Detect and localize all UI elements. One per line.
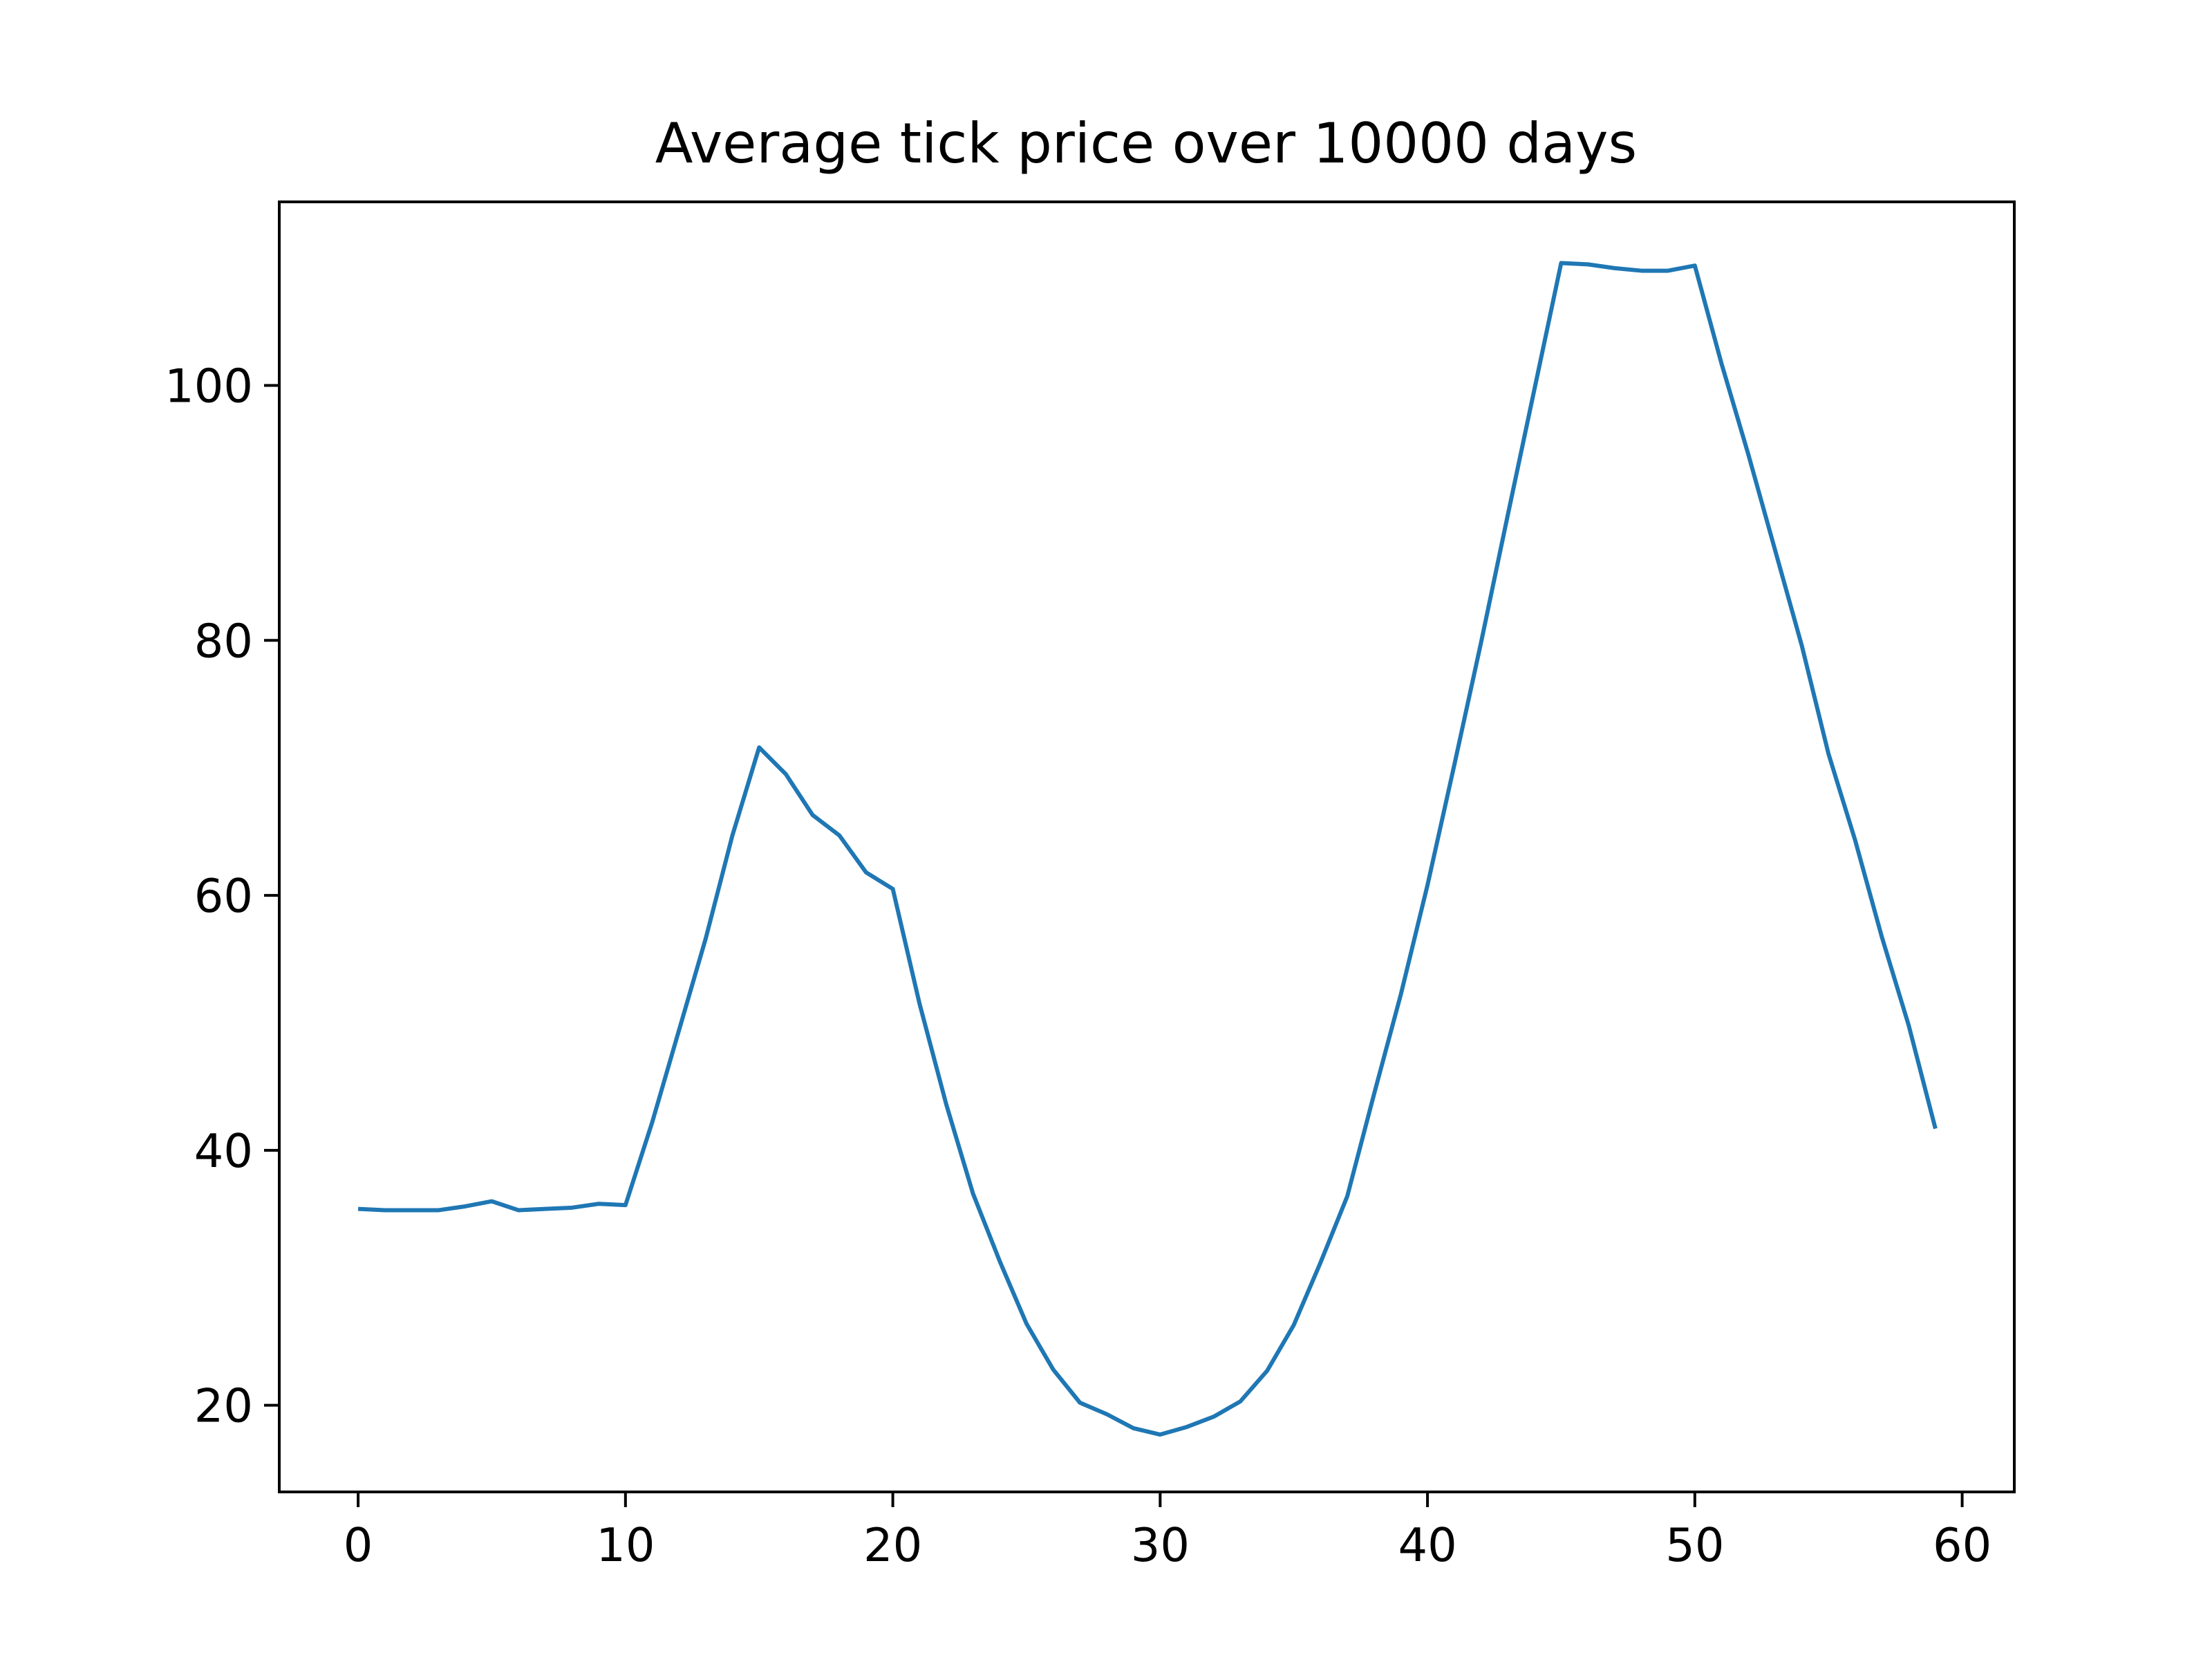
data-point (1853, 839, 1857, 843)
x-tick-label: 20 (863, 1518, 922, 1572)
data-point (811, 813, 815, 817)
data-point (1024, 1322, 1029, 1326)
y-tick-label: 80 (194, 614, 253, 668)
data-point (1559, 261, 1563, 265)
data-point (1425, 883, 1430, 887)
data-point (409, 1208, 413, 1213)
data-point (1479, 641, 1483, 645)
data-point (971, 1192, 975, 1196)
y-axis: 20 40 60 80 100 (165, 360, 279, 1433)
y-tick-label: 20 (194, 1379, 253, 1433)
data-point (570, 1206, 574, 1210)
data-point (864, 870, 868, 875)
data-point (650, 1120, 655, 1124)
series-line (357, 261, 1938, 1437)
data-point (704, 937, 708, 941)
data-point (1132, 1426, 1136, 1430)
data-point (1318, 1260, 1322, 1264)
x-tick-label: 60 (1933, 1518, 1991, 1572)
data-point (917, 1002, 921, 1006)
data-point (1158, 1432, 1162, 1437)
data-point (997, 1259, 1002, 1263)
data-point (489, 1199, 494, 1204)
x-tick-label: 50 (1665, 1518, 1724, 1572)
data-point (757, 745, 761, 749)
data-point (1533, 387, 1537, 391)
data-point (1452, 763, 1456, 767)
x-tick-label: 40 (1398, 1518, 1456, 1572)
data-point (1746, 452, 1750, 456)
data-point (1212, 1414, 1216, 1419)
data-point (1586, 262, 1590, 266)
x-tick-label: 10 (596, 1518, 655, 1572)
data-point (1345, 1194, 1349, 1198)
data-point (356, 1207, 360, 1211)
data-point (1398, 993, 1403, 997)
data-point (1906, 1023, 1911, 1027)
data-point (597, 1202, 601, 1206)
data-point (837, 833, 841, 837)
data-point (1666, 269, 1670, 273)
data-point (891, 887, 895, 891)
data-point (624, 1203, 628, 1207)
data-point (1613, 266, 1617, 270)
data-point (677, 1029, 681, 1033)
y-tick-label: 100 (165, 360, 253, 413)
plot-area-frame (278, 200, 2016, 1493)
data-point (1238, 1399, 1242, 1403)
data-point (383, 1208, 387, 1213)
x-axis: 0 10 20 30 40 50 60 (344, 1492, 1991, 1572)
x-tick-label: 30 (1131, 1518, 1190, 1572)
data-point (1826, 751, 1830, 756)
data-point (1720, 362, 1724, 366)
data-point (1693, 263, 1697, 268)
data-point (516, 1208, 521, 1213)
data-point (1292, 1323, 1296, 1327)
data-point (1185, 1425, 1189, 1429)
y-tick-label: 60 (194, 869, 253, 923)
x-tick-label: 0 (344, 1518, 373, 1572)
data-point (1639, 269, 1643, 273)
data-point (784, 772, 788, 776)
data-point (463, 1204, 467, 1208)
data-point (1773, 548, 1777, 552)
data-point (1880, 935, 1884, 940)
data-point (1051, 1367, 1056, 1372)
data-point (1105, 1412, 1109, 1417)
data-point (1800, 644, 1804, 648)
data-point (1372, 1092, 1376, 1096)
data-point (1265, 1369, 1269, 1373)
chart-title: Average tick price over 10000 days (655, 111, 1637, 176)
data-point (1933, 1126, 1938, 1130)
y-tick-label: 40 (194, 1124, 253, 1178)
data-point (543, 1207, 547, 1211)
data-point (1078, 1401, 1082, 1405)
data-point (1506, 514, 1510, 518)
data-point (731, 833, 735, 837)
data-point (944, 1102, 948, 1106)
data-point (436, 1208, 440, 1213)
